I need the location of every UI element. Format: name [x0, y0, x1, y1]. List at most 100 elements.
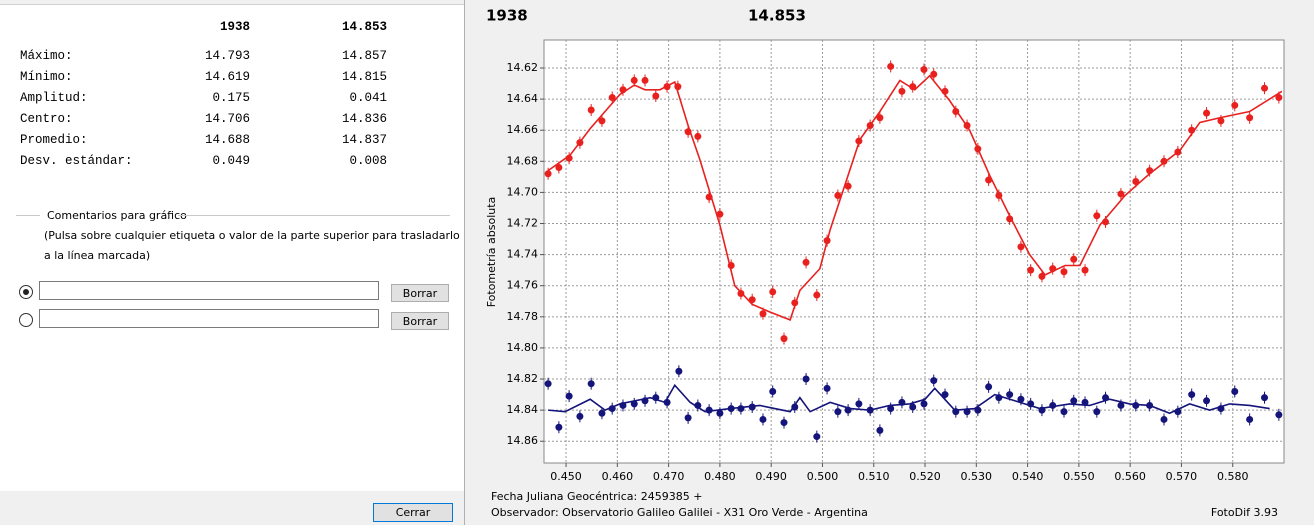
- data-point: [791, 401, 799, 414]
- point-dot: [1017, 395, 1025, 403]
- row-value: 14.837: [341, 133, 387, 147]
- data-point: [909, 401, 917, 414]
- point-dot: [855, 400, 863, 408]
- data-point: [608, 402, 616, 415]
- clear-button[interactable]: Borrar: [391, 312, 449, 330]
- point-dot: [663, 398, 671, 406]
- data-point: [1070, 394, 1078, 407]
- radio[interactable]: [19, 313, 33, 327]
- point-dot: [909, 403, 917, 411]
- data-point: [834, 189, 842, 202]
- data-point: [1146, 399, 1154, 412]
- row-value: 14.793: [204, 49, 250, 63]
- point-dot: [855, 137, 863, 145]
- point-dot: [727, 405, 735, 413]
- x-tick-label: 0.500: [807, 470, 839, 483]
- point-dot: [941, 391, 949, 399]
- data-point: [1174, 145, 1182, 158]
- point-dot: [1188, 391, 1196, 399]
- point-dot: [565, 154, 573, 162]
- data-point: [985, 173, 993, 186]
- data-point: [1038, 404, 1046, 417]
- point-dot: [1038, 272, 1046, 280]
- point-dot: [576, 139, 584, 147]
- data-point: [1017, 393, 1025, 406]
- data-point: [963, 405, 971, 418]
- data-point: [1027, 264, 1035, 277]
- point-dot: [576, 412, 584, 420]
- data-point: [1132, 399, 1140, 412]
- data-point: [1246, 111, 1254, 124]
- point-dot: [1231, 101, 1239, 109]
- point-dot: [630, 400, 638, 408]
- data-point: [887, 402, 895, 415]
- point-dot: [930, 70, 938, 78]
- data-point: [587, 377, 595, 390]
- x-tick-label: 0.560: [1114, 470, 1146, 483]
- data-point: [802, 256, 810, 269]
- data-point: [1027, 397, 1035, 410]
- point-dot: [963, 122, 971, 130]
- data-point: [565, 152, 573, 165]
- point-dot: [1275, 94, 1283, 102]
- data-point: [608, 91, 616, 104]
- point-dot: [652, 92, 660, 100]
- data-point: [780, 416, 788, 429]
- data-point: [587, 103, 595, 116]
- data-point: [985, 380, 993, 393]
- radio-selected[interactable]: [19, 285, 33, 299]
- point-dot: [1060, 268, 1068, 276]
- data-point: [565, 390, 573, 403]
- point-dot: [1146, 401, 1154, 409]
- point-dot: [1060, 408, 1068, 416]
- row-label: Promedio:: [20, 133, 88, 147]
- comment-input[interactable]: [39, 281, 379, 300]
- point-dot: [909, 83, 917, 91]
- data-point: [1117, 187, 1125, 200]
- point-dot: [1188, 126, 1196, 134]
- point-dot: [1146, 167, 1154, 175]
- point-dot: [1275, 411, 1283, 419]
- data-point: [1081, 264, 1089, 277]
- point-dot: [974, 145, 982, 153]
- data-point: [663, 396, 671, 409]
- footer-observer: Observador: Observatorio Galileo Galilei…: [491, 506, 868, 519]
- x-tick-label: 0.510: [858, 470, 890, 483]
- data-point: [1117, 399, 1125, 412]
- data-point: [1093, 209, 1101, 222]
- data-point: [909, 80, 917, 93]
- row-label: Amplitud:: [20, 91, 88, 105]
- point-dot: [1070, 397, 1078, 405]
- point-dot: [769, 387, 777, 395]
- point-dot: [1093, 408, 1101, 416]
- data-point: [1093, 405, 1101, 418]
- point-dot: [587, 380, 595, 388]
- point-dot: [1246, 415, 1254, 423]
- point-dot: [1117, 190, 1125, 198]
- data-point: [544, 167, 552, 180]
- comment-input[interactable]: [39, 309, 379, 328]
- data-point: [1132, 175, 1140, 188]
- data-point: [630, 74, 638, 87]
- point-dot: [887, 405, 895, 413]
- row-value: 14.815: [341, 70, 387, 84]
- y-tick-label: 14.76: [507, 279, 539, 292]
- data-point: [1060, 405, 1068, 418]
- close-button[interactable]: Cerrar: [373, 503, 453, 522]
- clear-button[interactable]: Borrar: [391, 284, 449, 302]
- plot-area: [543, 39, 1285, 464]
- radio-dot: [23, 289, 29, 295]
- comments-title: Comentarios para gráfico: [47, 209, 187, 222]
- point-dot: [1049, 265, 1057, 273]
- column-header: 1938: [219, 20, 250, 34]
- point-dot: [866, 406, 874, 414]
- data-point: [769, 285, 777, 298]
- data-point: [705, 404, 713, 417]
- point-dot: [1203, 109, 1211, 117]
- point-dot: [565, 392, 573, 400]
- point-dot: [598, 409, 606, 417]
- data-point: [1261, 391, 1269, 404]
- point-dot: [1017, 243, 1025, 251]
- x-tick-label: 0.480: [704, 470, 736, 483]
- point-dot: [1132, 401, 1140, 409]
